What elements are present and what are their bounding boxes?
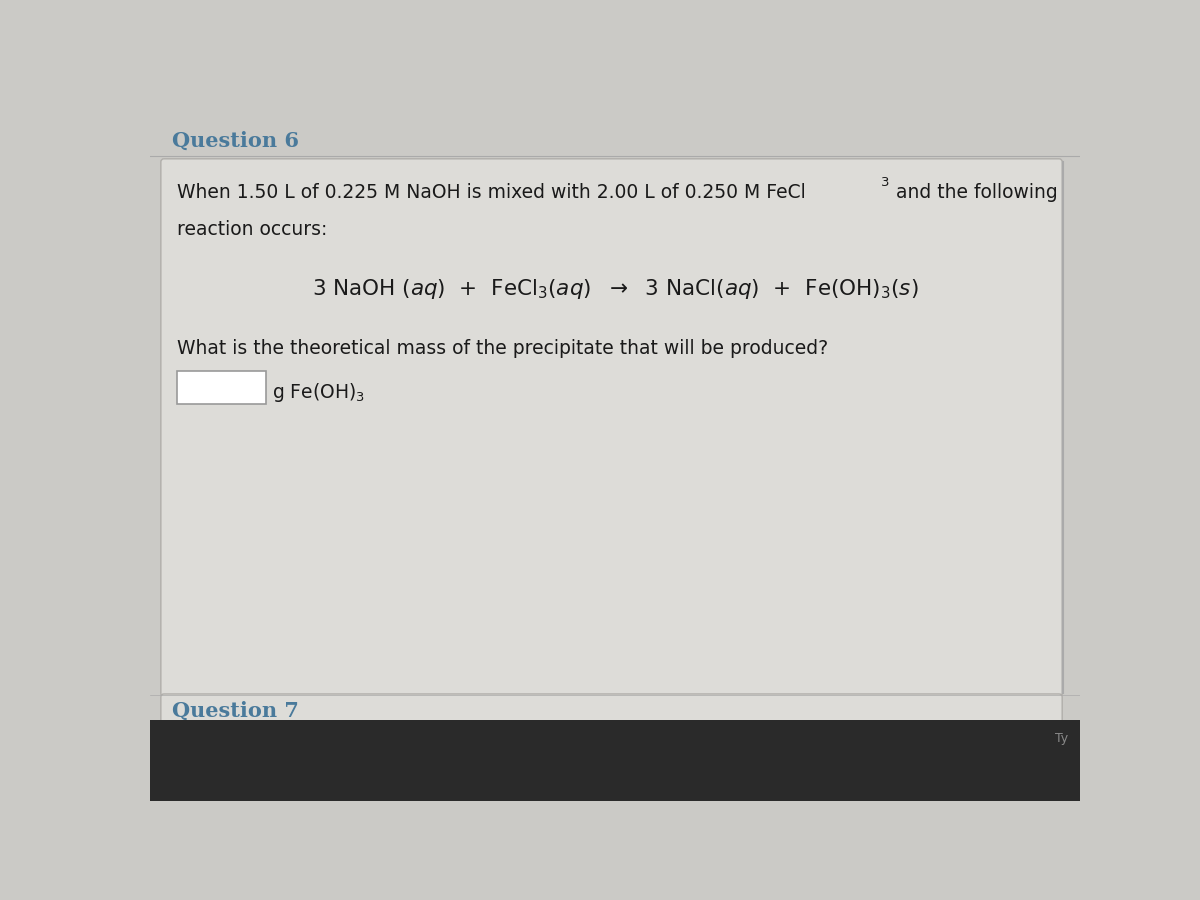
FancyBboxPatch shape	[178, 371, 266, 404]
Text: Question 7: Question 7	[172, 701, 299, 721]
Text: g Fe(OH)$_3$: g Fe(OH)$_3$	[272, 382, 366, 404]
Text: Ty: Ty	[1055, 732, 1068, 744]
Text: and the following: and the following	[890, 184, 1058, 202]
Bar	[150, 720, 1080, 801]
Text: When 1.50 L of 0.225 M NaOH is mixed with 2.00 L of 0.250 M FeCl: When 1.50 L of 0.225 M NaOH is mixed wit…	[178, 184, 806, 202]
Text: 3 NaOH ($aq$)  +  FeCl$_3$($aq$)  $\rightarrow$  3 NaCl($aq$)  +  Fe(OH)$_3$($s$: 3 NaOH ($aq$) + FeCl$_3$($aq$) $\rightar…	[312, 277, 918, 302]
FancyBboxPatch shape	[161, 158, 1062, 697]
Text: Question 6: Question 6	[172, 131, 299, 151]
Text: reaction occurs:: reaction occurs:	[178, 220, 328, 238]
Text: 3: 3	[881, 176, 889, 189]
FancyBboxPatch shape	[161, 694, 1062, 724]
Text: What is the theoretical mass of the precipitate that will be produced?: What is the theoretical mass of the prec…	[178, 339, 828, 358]
